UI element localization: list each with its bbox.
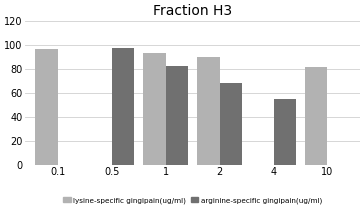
Bar	[112, 48, 134, 165]
Title: Fraction H3: Fraction H3	[153, 4, 232, 18]
Bar	[305, 68, 328, 165]
Bar	[35, 50, 58, 165]
Bar	[166, 66, 188, 165]
Bar	[219, 83, 242, 165]
Bar	[197, 57, 219, 165]
Bar	[273, 99, 296, 165]
Legend: lysine-specific gingipain(ug/ml), arginine-specific gingipain(ug/ml): lysine-specific gingipain(ug/ml), argini…	[60, 194, 325, 207]
Bar	[143, 53, 166, 165]
